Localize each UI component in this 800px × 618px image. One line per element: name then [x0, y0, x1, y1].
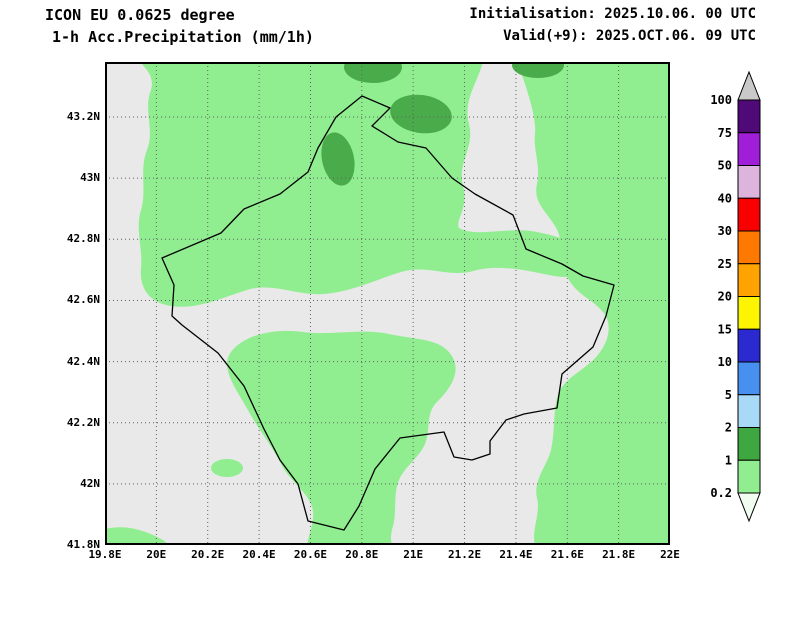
colorbar-cell: [737, 165, 761, 199]
colorbar-label: 15: [718, 322, 732, 336]
precip-core: [512, 62, 564, 78]
colorbar-label: 20: [718, 290, 732, 304]
colorbar-cell: [737, 99, 761, 134]
precip-blob-southwest: [105, 527, 168, 545]
map-frame: [105, 62, 670, 545]
y-tick-label: 42.2N: [66, 415, 100, 429]
grid-layer: [105, 62, 670, 545]
precip-core: [344, 62, 402, 83]
y-tick-label: 42.6N: [66, 293, 100, 307]
x-tick-label: 20E: [146, 548, 167, 561]
precip-core: [390, 94, 452, 134]
colorbar-label: 100: [710, 93, 732, 107]
precipitation-map: [105, 62, 670, 545]
precip-blob-main: [138, 62, 590, 307]
product-title: 1-h Acc.Precipitation (mm/1h): [52, 28, 314, 46]
x-tick-label: 21.6E: [550, 548, 584, 561]
colorbar: 100 75 50 40 30 25 20 15 10 5 2 1 0.2: [710, 70, 761, 523]
x-tick-label: 20.6E: [293, 548, 328, 561]
colorbar-cell: [737, 132, 761, 166]
precip-area-dark: [321, 62, 564, 186]
precip-area-light: [105, 62, 670, 545]
x-tick-label: 19.8E: [88, 548, 122, 561]
colorbar-cell: [737, 263, 761, 297]
x-tick-label: 21.4E: [499, 548, 533, 561]
colorbar-label: 2: [725, 421, 732, 435]
y-tick-label: 43.2N: [66, 110, 100, 124]
colorbar-arrow-up: [737, 70, 761, 101]
y-tick-label: 42.8N: [66, 232, 100, 246]
x-tick-label: 21E: [403, 548, 424, 561]
colorbar-cell: [737, 296, 761, 330]
x-tick-label: 22E: [660, 548, 680, 561]
x-tick-label: 20.2E: [191, 548, 225, 561]
precip-core: [321, 132, 355, 186]
colorbar-cell: [737, 230, 761, 265]
country-border: [161, 95, 615, 531]
colorbar-label: 40: [718, 191, 732, 205]
colorbar-cell: [737, 427, 761, 461]
colorbar-label: 25: [718, 257, 732, 271]
model-title: ICON EU 0.0625 degree: [45, 6, 235, 24]
colorbar-cell: [737, 361, 761, 396]
precip-blob-east: [517, 62, 670, 545]
colorbar-label: 10: [718, 355, 732, 369]
precip-blob-center: [227, 330, 456, 545]
colorbar-cell: [737, 197, 761, 232]
colorbar-label: 30: [718, 224, 732, 238]
precip-blob-small: [211, 459, 243, 477]
colorbar-label: 50: [718, 159, 732, 173]
colorbar-label: 5: [725, 388, 732, 402]
colorbar-label: 0.2: [710, 486, 732, 500]
valid-time: Valid(+9): 2025.OCT.06. 09 UTC: [503, 28, 756, 44]
colorbar-cell: [737, 328, 761, 363]
y-tick-label: 43N: [80, 171, 100, 185]
x-tick-label: 21.2E: [447, 548, 482, 561]
colorbar-cell: [737, 394, 761, 428]
colorbar-label: 75: [718, 126, 732, 140]
x-tick-label: 20.8E: [345, 548, 379, 561]
x-tick-label: 20.4E: [242, 548, 276, 561]
y-tick-label: 42N: [80, 476, 100, 490]
colorbar-arrow-down: [737, 492, 761, 523]
init-time: Initialisation: 2025.10.06. 00 UTC: [469, 6, 756, 22]
y-tick-label: 42.4N: [66, 354, 100, 368]
colorbar-cell: [737, 459, 761, 494]
x-tick-label: 21.8E: [602, 548, 636, 561]
y-tick-label: 41.8N: [66, 538, 100, 551]
colorbar-label: 1: [725, 453, 732, 467]
